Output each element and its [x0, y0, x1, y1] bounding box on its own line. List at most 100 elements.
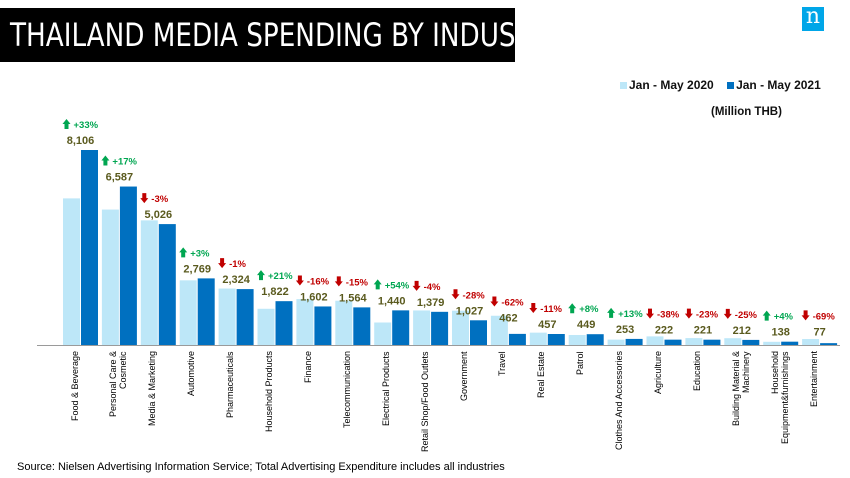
legend-item-2021: Jan - May 2021	[727, 78, 821, 92]
change-label: -28%	[463, 290, 486, 301]
change-label: -4%	[424, 282, 441, 293]
bar-2021	[742, 339, 760, 345]
legend-item-2020: Jan - May 2020	[620, 78, 714, 92]
category-label: Telecommunication	[341, 351, 352, 429]
bar-2020	[335, 300, 353, 345]
category-label: Personal Care & Cosmetic	[108, 351, 129, 418]
category-label: Entertainment	[808, 351, 819, 408]
arrow-down-icon	[529, 303, 538, 314]
arrow-down-icon	[646, 308, 654, 319]
category-label: Real Estate	[536, 351, 547, 398]
bar-2021	[81, 150, 98, 345]
arrow-down-icon	[295, 275, 304, 286]
bar-2020	[179, 280, 197, 345]
arrow-up-icon	[373, 279, 382, 290]
bar-2021	[236, 289, 254, 345]
arrow-down-icon	[684, 308, 693, 319]
change-label: -3%	[151, 194, 168, 205]
bar-2020	[257, 308, 275, 345]
bar-2021	[275, 301, 293, 345]
legend-swatch-2021	[727, 82, 735, 89]
bar-2021	[586, 334, 604, 345]
arrow-up-icon	[257, 270, 265, 281]
arrow-down-icon	[451, 289, 460, 300]
arrow-up-icon	[179, 247, 188, 258]
bar-2020	[296, 299, 314, 345]
bar-2020	[529, 332, 547, 345]
bar-2021	[547, 334, 565, 345]
bar-2020	[685, 338, 703, 345]
chart-title-text: THAILAND MEDIA SPENDING BY INDUSTRY	[10, 16, 565, 54]
bar-2021	[470, 320, 487, 345]
bar-2021	[508, 333, 526, 345]
category-label: Clothes And Accessories	[614, 351, 625, 451]
value-label: 222	[655, 325, 673, 337]
bar-2021	[158, 224, 176, 345]
value-label: 462	[499, 312, 517, 324]
bar-2021	[781, 341, 799, 345]
arrow-down-icon	[490, 296, 499, 307]
change-label: -16%	[307, 276, 330, 287]
bar-2021	[431, 311, 449, 345]
arrow-down-icon	[412, 280, 421, 291]
legend: Jan - May 2020 Jan - May 2021	[620, 78, 831, 92]
legend-label-2020: Jan - May 2020	[629, 78, 714, 92]
category-label: Government	[458, 351, 469, 401]
value-label: 2,324	[222, 274, 250, 286]
arrow-down-icon	[140, 193, 149, 204]
value-label: 221	[694, 325, 712, 337]
value-label: 77	[813, 326, 825, 338]
bar-2020	[140, 220, 158, 345]
value-label: 1,379	[417, 297, 445, 309]
legend-label-2021: Jan - May 2021	[736, 78, 821, 92]
change-label: +33%	[74, 120, 99, 131]
category-label: Travel	[497, 351, 508, 376]
value-label: 449	[577, 319, 595, 331]
value-label: 1,602	[300, 291, 328, 303]
value-label: 253	[616, 324, 634, 336]
value-label: 5,026	[145, 209, 173, 221]
arrow-up-icon	[607, 307, 616, 318]
category-label: Automotive	[186, 351, 197, 397]
bar-2021	[353, 307, 371, 345]
change-label: -62%	[501, 297, 524, 308]
legend-swatch-2020	[620, 82, 627, 89]
change-label: -38%	[657, 310, 680, 321]
category-label: Media & Marketing	[147, 351, 158, 427]
change-label: +3%	[190, 248, 210, 259]
bar-2021	[314, 306, 332, 345]
category-label: Electrical Products	[380, 351, 391, 426]
category-label: Building Material & Machinery	[730, 351, 751, 427]
change-label: +4%	[774, 312, 794, 323]
bar-2020	[101, 209, 119, 345]
arrow-up-icon	[62, 119, 71, 129]
value-label: 1,564	[339, 292, 367, 304]
arrow-down-icon	[723, 308, 732, 319]
change-label: -1%	[229, 259, 246, 270]
change-label: +54%	[385, 280, 410, 291]
bar-2020	[63, 198, 80, 345]
bar-2021	[119, 186, 137, 345]
change-label: +17%	[112, 157, 137, 168]
change-label: -11%	[540, 304, 562, 315]
bar-2021	[197, 278, 215, 345]
category-label: Patrol	[575, 351, 586, 375]
bar-2020	[646, 336, 664, 345]
category-label: Pharmaceuticals	[225, 351, 236, 418]
bar-2020	[607, 339, 625, 345]
value-label: 212	[733, 325, 751, 337]
change-label: +21%	[268, 271, 293, 282]
bar-2021	[664, 339, 682, 345]
source-note: Source: Nielsen Advertising Information …	[17, 461, 505, 473]
category-label: Agriculture	[653, 351, 663, 395]
bar-2020	[724, 338, 742, 345]
change-label: -23%	[696, 310, 719, 321]
bar-2020	[413, 310, 431, 345]
value-label: 457	[538, 319, 556, 331]
bar-2020	[218, 288, 236, 345]
arrow-up-icon	[101, 155, 110, 166]
arrow-down-icon	[334, 276, 343, 287]
bar-2020	[568, 334, 586, 345]
bar-2021	[625, 338, 643, 345]
